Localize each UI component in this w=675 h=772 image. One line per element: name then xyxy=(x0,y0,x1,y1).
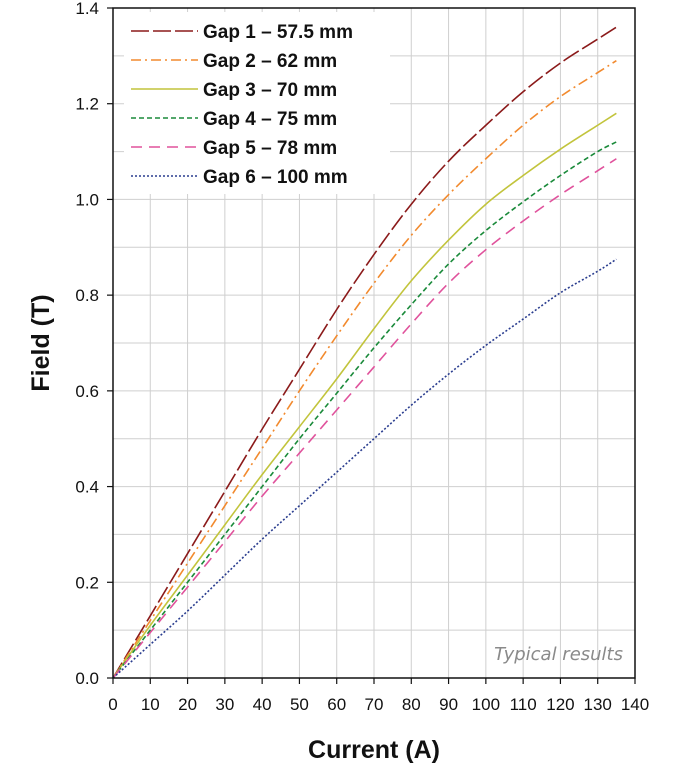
y-tick-label: 0.0 xyxy=(75,669,99,688)
x-tick-label: 120 xyxy=(546,695,574,714)
x-tick-label: 80 xyxy=(402,695,421,714)
legend-label-gap-1: Gap 1 – 57.5 mm xyxy=(203,22,353,43)
x-tick-label: 40 xyxy=(253,695,272,714)
x-tick-label: 100 xyxy=(472,695,500,714)
x-tick-label: 20 xyxy=(178,695,197,714)
annotation-typical-results: Typical results xyxy=(494,644,623,665)
legend-label-gap-5: Gap 5 – 78 mm xyxy=(203,138,337,159)
y-tick-label: 0.4 xyxy=(75,478,99,497)
x-tick-label: 110 xyxy=(510,695,537,714)
legend-background xyxy=(124,12,390,194)
legend-label-gap-4: Gap 4 – 75 mm xyxy=(203,109,337,130)
series-line-gap-3 xyxy=(112,112,617,679)
x-tick-label: 60 xyxy=(327,695,346,714)
axis-ticks: 0 10 20 30 40 50 60 70 80 90 100 110 120 130 140 0.0 0.2… xyxy=(75,0,649,714)
y-tick-label: 1.2 xyxy=(75,95,99,114)
y-tick-label: 1.0 xyxy=(75,190,99,209)
x-tick-label: 10 xyxy=(141,695,160,714)
x-axis-title: Current (A) xyxy=(308,736,440,764)
series-line-gap-5 xyxy=(112,158,617,679)
x-tick-label: 50 xyxy=(290,695,309,714)
series-line-gap-6 xyxy=(112,258,617,679)
y-tick-label: 0.8 xyxy=(75,286,99,305)
series-line-gap-2 xyxy=(112,59,617,679)
x-tick-label: 140 xyxy=(621,695,649,714)
y-tick-label: 0.6 xyxy=(75,382,99,401)
series-lines xyxy=(112,26,617,679)
x-tick-label: 30 xyxy=(215,695,234,714)
y-tick-label: 1.4 xyxy=(75,0,99,18)
x-tick-label: 0 xyxy=(108,695,117,714)
legend-label-gap-6: Gap 6 – 100 mm xyxy=(203,167,348,188)
legend-label-gap-2: Gap 2 – 62 mm xyxy=(203,51,337,72)
x-tick-label: 130 xyxy=(584,695,612,714)
legend-label-gap-3: Gap 3 – 70 mm xyxy=(203,80,337,101)
series-line-gap-4 xyxy=(112,141,617,679)
x-tick-label: 90 xyxy=(439,695,458,714)
legend: Gap 1 – 57.5 mm Gap 2 – 62 mm Gap 3 – 70 m… xyxy=(124,12,390,194)
series-line-gap-1 xyxy=(112,26,617,679)
x-tick-label: 70 xyxy=(365,695,384,714)
y-tick-label: 0.2 xyxy=(75,573,99,592)
y-axis-title: Field (T) xyxy=(27,294,55,391)
